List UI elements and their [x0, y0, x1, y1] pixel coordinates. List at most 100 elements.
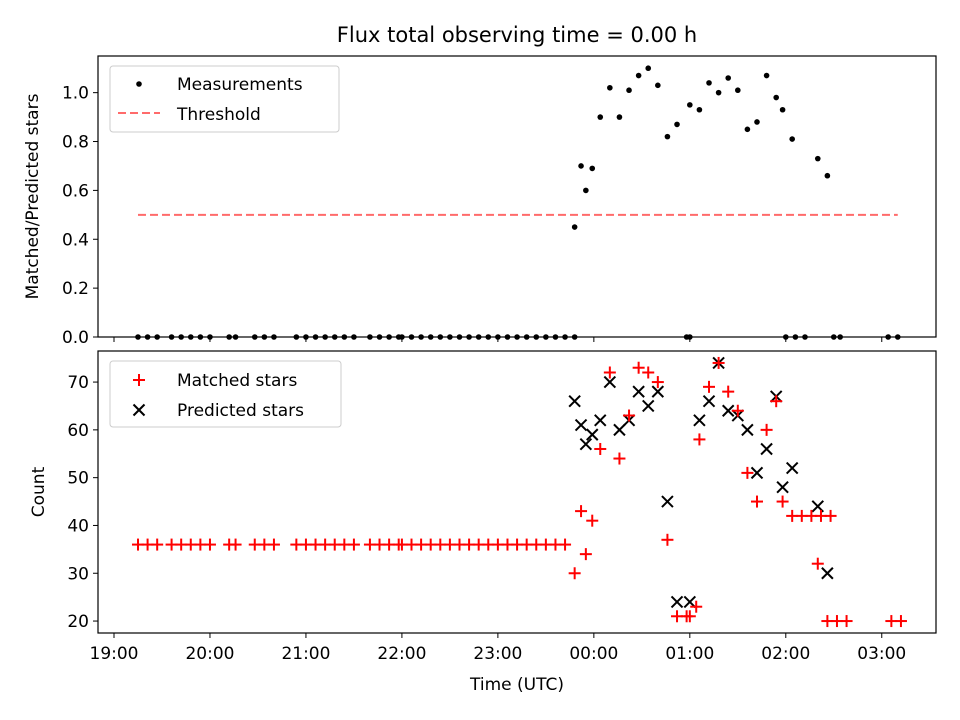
predicted-point: [661, 495, 674, 508]
matched-point: [683, 610, 696, 623]
predicted-point: [574, 418, 588, 432]
measurement-point: [782, 334, 789, 340]
measurement-point: [802, 334, 808, 340]
predicted-point: [632, 385, 645, 398]
measurement-point: [504, 334, 511, 340]
top-ytick-label: 0.0: [62, 328, 89, 348]
predicted-point: [613, 423, 626, 437]
bottom-xlabel: Time (UTC): [469, 675, 564, 695]
measurement-point: [837, 334, 843, 340]
matched-point: [559, 538, 572, 551]
measurement-point: [664, 133, 671, 140]
bottom-ytick-label: 70: [67, 373, 89, 393]
measurement-point: [197, 334, 204, 340]
measurement-point: [418, 334, 424, 340]
measurement-point: [312, 334, 319, 340]
measurement-point: [523, 334, 530, 340]
matched-point: [613, 452, 626, 465]
measurement-point: [894, 334, 901, 340]
measurement-point: [178, 334, 184, 340]
top-panel: Flux total observing time = 0.00 h 0.0 0.2…: [23, 23, 937, 348]
xtick-label: 23:00: [473, 644, 522, 664]
xtick-label: 03:00: [857, 644, 906, 664]
measurement-point: [427, 334, 434, 340]
top-ytick-label: 0.2: [62, 279, 89, 299]
predicted-point: [594, 414, 607, 427]
measurement-point: [485, 334, 492, 340]
predicted-point: [693, 414, 706, 427]
xtick-label: 19:00: [90, 644, 139, 664]
bottom-ytick-label: 40: [67, 516, 89, 536]
predicted-point: [785, 461, 799, 475]
legend-matched-marker: [133, 374, 145, 386]
predicted-point: [586, 428, 599, 441]
matched-point: [712, 356, 725, 369]
xtick-label: 21:00: [281, 644, 330, 664]
measurement-point: [626, 87, 632, 94]
measurement-point: [578, 163, 584, 169]
predicted-point: [750, 466, 764, 480]
measurement-point: [763, 72, 770, 79]
measurement-point: [303, 334, 309, 340]
measurement-point: [168, 334, 175, 340]
measurement-point: [261, 334, 268, 340]
bottom-ytick-label: 20: [67, 612, 89, 632]
matched-point: [579, 548, 592, 561]
predicted-point: [776, 481, 789, 494]
matched-point: [750, 495, 763, 508]
matched-point: [623, 409, 636, 422]
measurement-point: [341, 334, 348, 340]
measurement-point: [331, 334, 338, 340]
measurement-point: [674, 121, 680, 128]
measurement-point: [687, 334, 693, 340]
legend-matched-label: Matched stars: [177, 371, 297, 391]
predicted-point: [821, 567, 834, 580]
measurement-point: [789, 136, 795, 142]
matched-point: [760, 423, 773, 436]
measurement-point: [437, 334, 444, 340]
matched-point: [632, 361, 645, 374]
legend-predicted-label: Predicted stars: [177, 401, 304, 421]
predicted-point: [651, 385, 665, 398]
top-legend-box: [109, 65, 340, 133]
measurement-point: [271, 334, 277, 340]
measurement-point: [144, 334, 151, 340]
matched-point: [347, 538, 360, 551]
measurement-point: [571, 334, 578, 340]
measurement-point: [744, 126, 751, 133]
bottom-axes-frame: [97, 350, 937, 634]
bottom-panel: 20 30 40 50 60 70 19:00 20:00 21:00 22:00 23:00 00:…: [29, 350, 937, 695]
measurement-point: [824, 172, 831, 179]
matched-point: [594, 442, 607, 455]
top-ytick-label: 1.0: [62, 84, 89, 104]
predicted-point: [741, 423, 754, 437]
measurement-point: [773, 94, 779, 101]
measurement-point: [655, 82, 661, 89]
measurement-point: [466, 334, 472, 340]
matched-point: [703, 380, 716, 393]
predicted-point: [670, 595, 684, 609]
matched-point: [824, 509, 837, 522]
measurement-point: [154, 334, 160, 340]
top-ytick-label: 0.4: [62, 230, 89, 250]
measurement-point: [514, 334, 520, 340]
legend-measurements-marker: [136, 81, 142, 87]
matched-point: [840, 615, 853, 628]
measurement-point: [706, 80, 712, 86]
measurement-point: [399, 334, 405, 340]
measurement-point: [779, 106, 786, 113]
predicted-point: [642, 399, 655, 413]
matched-point: [731, 404, 744, 417]
matched-point: [267, 538, 280, 551]
matched-point: [568, 567, 581, 580]
predicted-point: [603, 375, 617, 389]
predicted-point: [760, 442, 773, 456]
bottom-legend-box: [109, 360, 342, 428]
matched-point: [722, 385, 735, 398]
measurement-point: [367, 334, 373, 340]
measurement-point: [533, 334, 540, 340]
bottom-legend: Matched stars Predicted stars: [109, 360, 342, 428]
measurement-point: [597, 114, 604, 120]
legend-predicted-marker: [132, 403, 146, 417]
